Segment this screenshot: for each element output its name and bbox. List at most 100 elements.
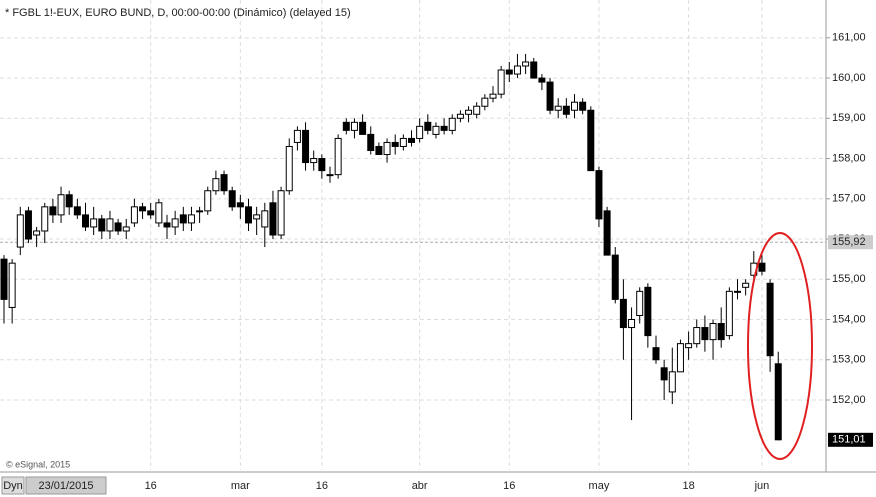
candle-body [383, 141, 391, 156]
x-tick-label: 16 [503, 480, 515, 492]
candle-body [774, 363, 782, 441]
candle-body [73, 206, 81, 216]
candle-body [456, 113, 464, 119]
price-marker-box [828, 432, 873, 447]
highlight-ellipse [747, 232, 813, 460]
candle-body [530, 61, 538, 79]
watermark: © eSignal, 2015 [6, 459, 70, 469]
candle-body [236, 202, 244, 208]
candle-body [0, 258, 8, 300]
candle-body [489, 93, 497, 99]
x-tick-label: 18 [682, 480, 694, 492]
candle-body [245, 206, 252, 224]
candle-body [571, 101, 578, 111]
candle-body [587, 109, 595, 172]
candle-body [424, 121, 432, 131]
candle-body [473, 105, 481, 115]
candle-body [155, 202, 163, 224]
candle-body [334, 137, 342, 176]
candle-body [619, 298, 627, 329]
candle-body [163, 222, 171, 228]
candle-body [538, 77, 546, 83]
candle-body [171, 218, 179, 228]
candle-body [57, 194, 65, 216]
candle-body [701, 327, 709, 341]
dyn-button-label[interactable]: Dyn [3, 480, 23, 492]
candle-body [82, 214, 89, 228]
price-marker-label: 151,01 [832, 434, 866, 446]
candle-body [611, 254, 619, 300]
candle-body [90, 218, 98, 228]
candle-body [293, 129, 301, 143]
candle-body [465, 109, 473, 115]
candle-body [709, 323, 717, 341]
candle-body [579, 101, 587, 111]
candle-body [432, 125, 440, 135]
candle-body [228, 190, 236, 208]
candle-body [505, 69, 513, 75]
candle-body [106, 218, 114, 232]
candle-body [546, 81, 554, 111]
x-tick-label: abr [412, 480, 428, 492]
candle-body [261, 210, 269, 228]
x-tick-label: 16 [145, 480, 157, 492]
candle-body [49, 206, 57, 216]
candle-body [24, 210, 32, 240]
candle-body [375, 145, 383, 156]
y-tick-label: 154,00 [832, 313, 866, 325]
price-marker-box [828, 235, 873, 250]
candle-body [554, 105, 562, 111]
y-tick-label: 153,00 [832, 354, 866, 366]
candle-body [636, 290, 644, 316]
candle-body [318, 158, 326, 172]
candle-body [766, 282, 774, 357]
candle-body [187, 214, 195, 224]
candle-body [367, 133, 375, 151]
candles [0, 53, 782, 441]
candle-body [652, 347, 660, 361]
y-tick-label: 152,00 [832, 394, 866, 406]
candle-body [416, 125, 424, 139]
candle-body [399, 137, 407, 147]
y-tick-label: 159,00 [832, 112, 866, 124]
y-tick-label: 158,00 [832, 152, 866, 164]
candle-body [204, 190, 212, 212]
y-tick-label: 155,00 [832, 273, 866, 285]
candle-body [130, 206, 138, 224]
chart-title: * FGBL 1!-EUX, EURO BUND, D, 00:00-00:00… [5, 7, 351, 19]
candle-body [408, 137, 415, 143]
candle-body [302, 129, 310, 164]
cursor-date: 23/01/2015 [38, 480, 93, 492]
candle-body [122, 226, 130, 232]
candle-body [644, 286, 652, 337]
candle-body [350, 121, 358, 131]
y-tick-label: 160,00 [832, 72, 866, 84]
candle-body [603, 210, 611, 256]
dyn-button[interactable] [1, 476, 25, 495]
candle-body [742, 282, 750, 288]
candle-body [310, 158, 318, 164]
cursor-date-box [25, 476, 107, 495]
candle-body [65, 194, 73, 208]
candle-body [8, 262, 16, 308]
candle-body [16, 214, 24, 248]
candle-body [98, 218, 106, 232]
candle-body [513, 65, 521, 75]
x-tick-label: 16 [316, 480, 328, 492]
candle-body [179, 214, 187, 224]
candle-body [676, 343, 684, 373]
candle-body [326, 174, 334, 177]
candle-body [253, 214, 261, 220]
candle-body [725, 290, 733, 337]
candle-body [277, 190, 285, 236]
candle-body [212, 178, 220, 192]
candle-body [685, 343, 693, 349]
y-tick-label: 161,00 [832, 32, 866, 44]
price-marker-label: 155,92 [832, 236, 866, 248]
candle-body [139, 206, 147, 212]
candle-body [342, 121, 350, 131]
candle-body [562, 105, 570, 115]
candle-body [595, 170, 603, 220]
